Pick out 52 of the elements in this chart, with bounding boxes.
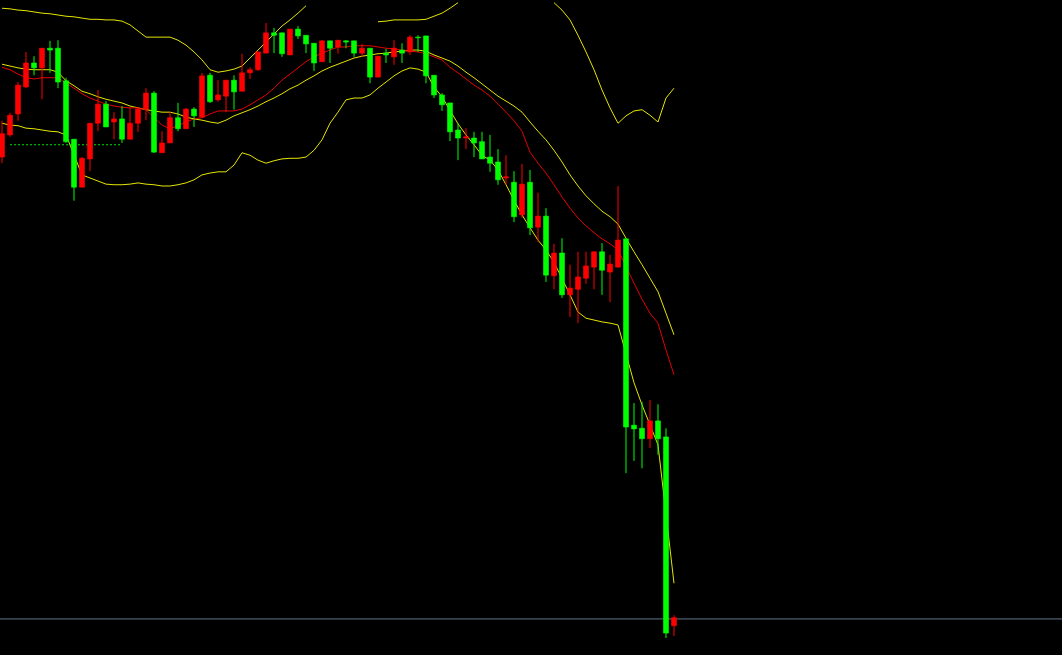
candlestick [271, 27, 277, 54]
candlestick [399, 42, 405, 64]
candlestick [479, 131, 485, 160]
candlestick [431, 74, 437, 99]
candlestick [247, 66, 253, 80]
candlestick [191, 106, 197, 128]
candlestick [175, 102, 181, 132]
candlestick [567, 264, 573, 318]
candlestick [239, 53, 245, 92]
candlestick [215, 79, 221, 103]
candlestick [31, 55, 37, 76]
candlestick [327, 40, 333, 64]
candlestick [495, 148, 501, 186]
candlestick [647, 399, 653, 449]
candlestick [231, 74, 237, 111]
candlestick [535, 192, 541, 243]
candlestick [159, 130, 165, 154]
candlestick [599, 242, 605, 296]
candlestick [119, 105, 125, 144]
candlestick [143, 87, 149, 121]
candlestick [655, 403, 661, 456]
candlestick [503, 154, 509, 186]
candlestick [0, 120, 5, 164]
candlestick [415, 34, 421, 53]
candlestick [95, 89, 101, 132]
candlestick [127, 107, 133, 140]
candlestick [103, 100, 109, 128]
candlestick [671, 614, 677, 637]
candlestick [23, 51, 29, 89]
candlestick [455, 122, 461, 161]
candlestick [471, 131, 477, 158]
candlestick [383, 48, 389, 64]
candlestick [575, 251, 581, 324]
candlestick [551, 243, 557, 290]
candlestick [639, 401, 645, 469]
candlestick [463, 127, 469, 150]
candlestick [591, 250, 597, 290]
candlestick [631, 402, 637, 462]
candlestick [47, 40, 53, 74]
candlestick [375, 55, 381, 78]
candlestick [583, 251, 589, 285]
candlestick [279, 32, 285, 58]
candlestick [135, 107, 141, 133]
candlestick [111, 111, 117, 140]
candlestick [343, 39, 349, 49]
candlestick [487, 134, 493, 173]
candlestick [7, 112, 13, 138]
candlestick [311, 42, 317, 72]
candlestick [255, 51, 261, 72]
candlestick [607, 254, 613, 303]
candlestick [223, 79, 229, 113]
candlestick [263, 22, 269, 54]
